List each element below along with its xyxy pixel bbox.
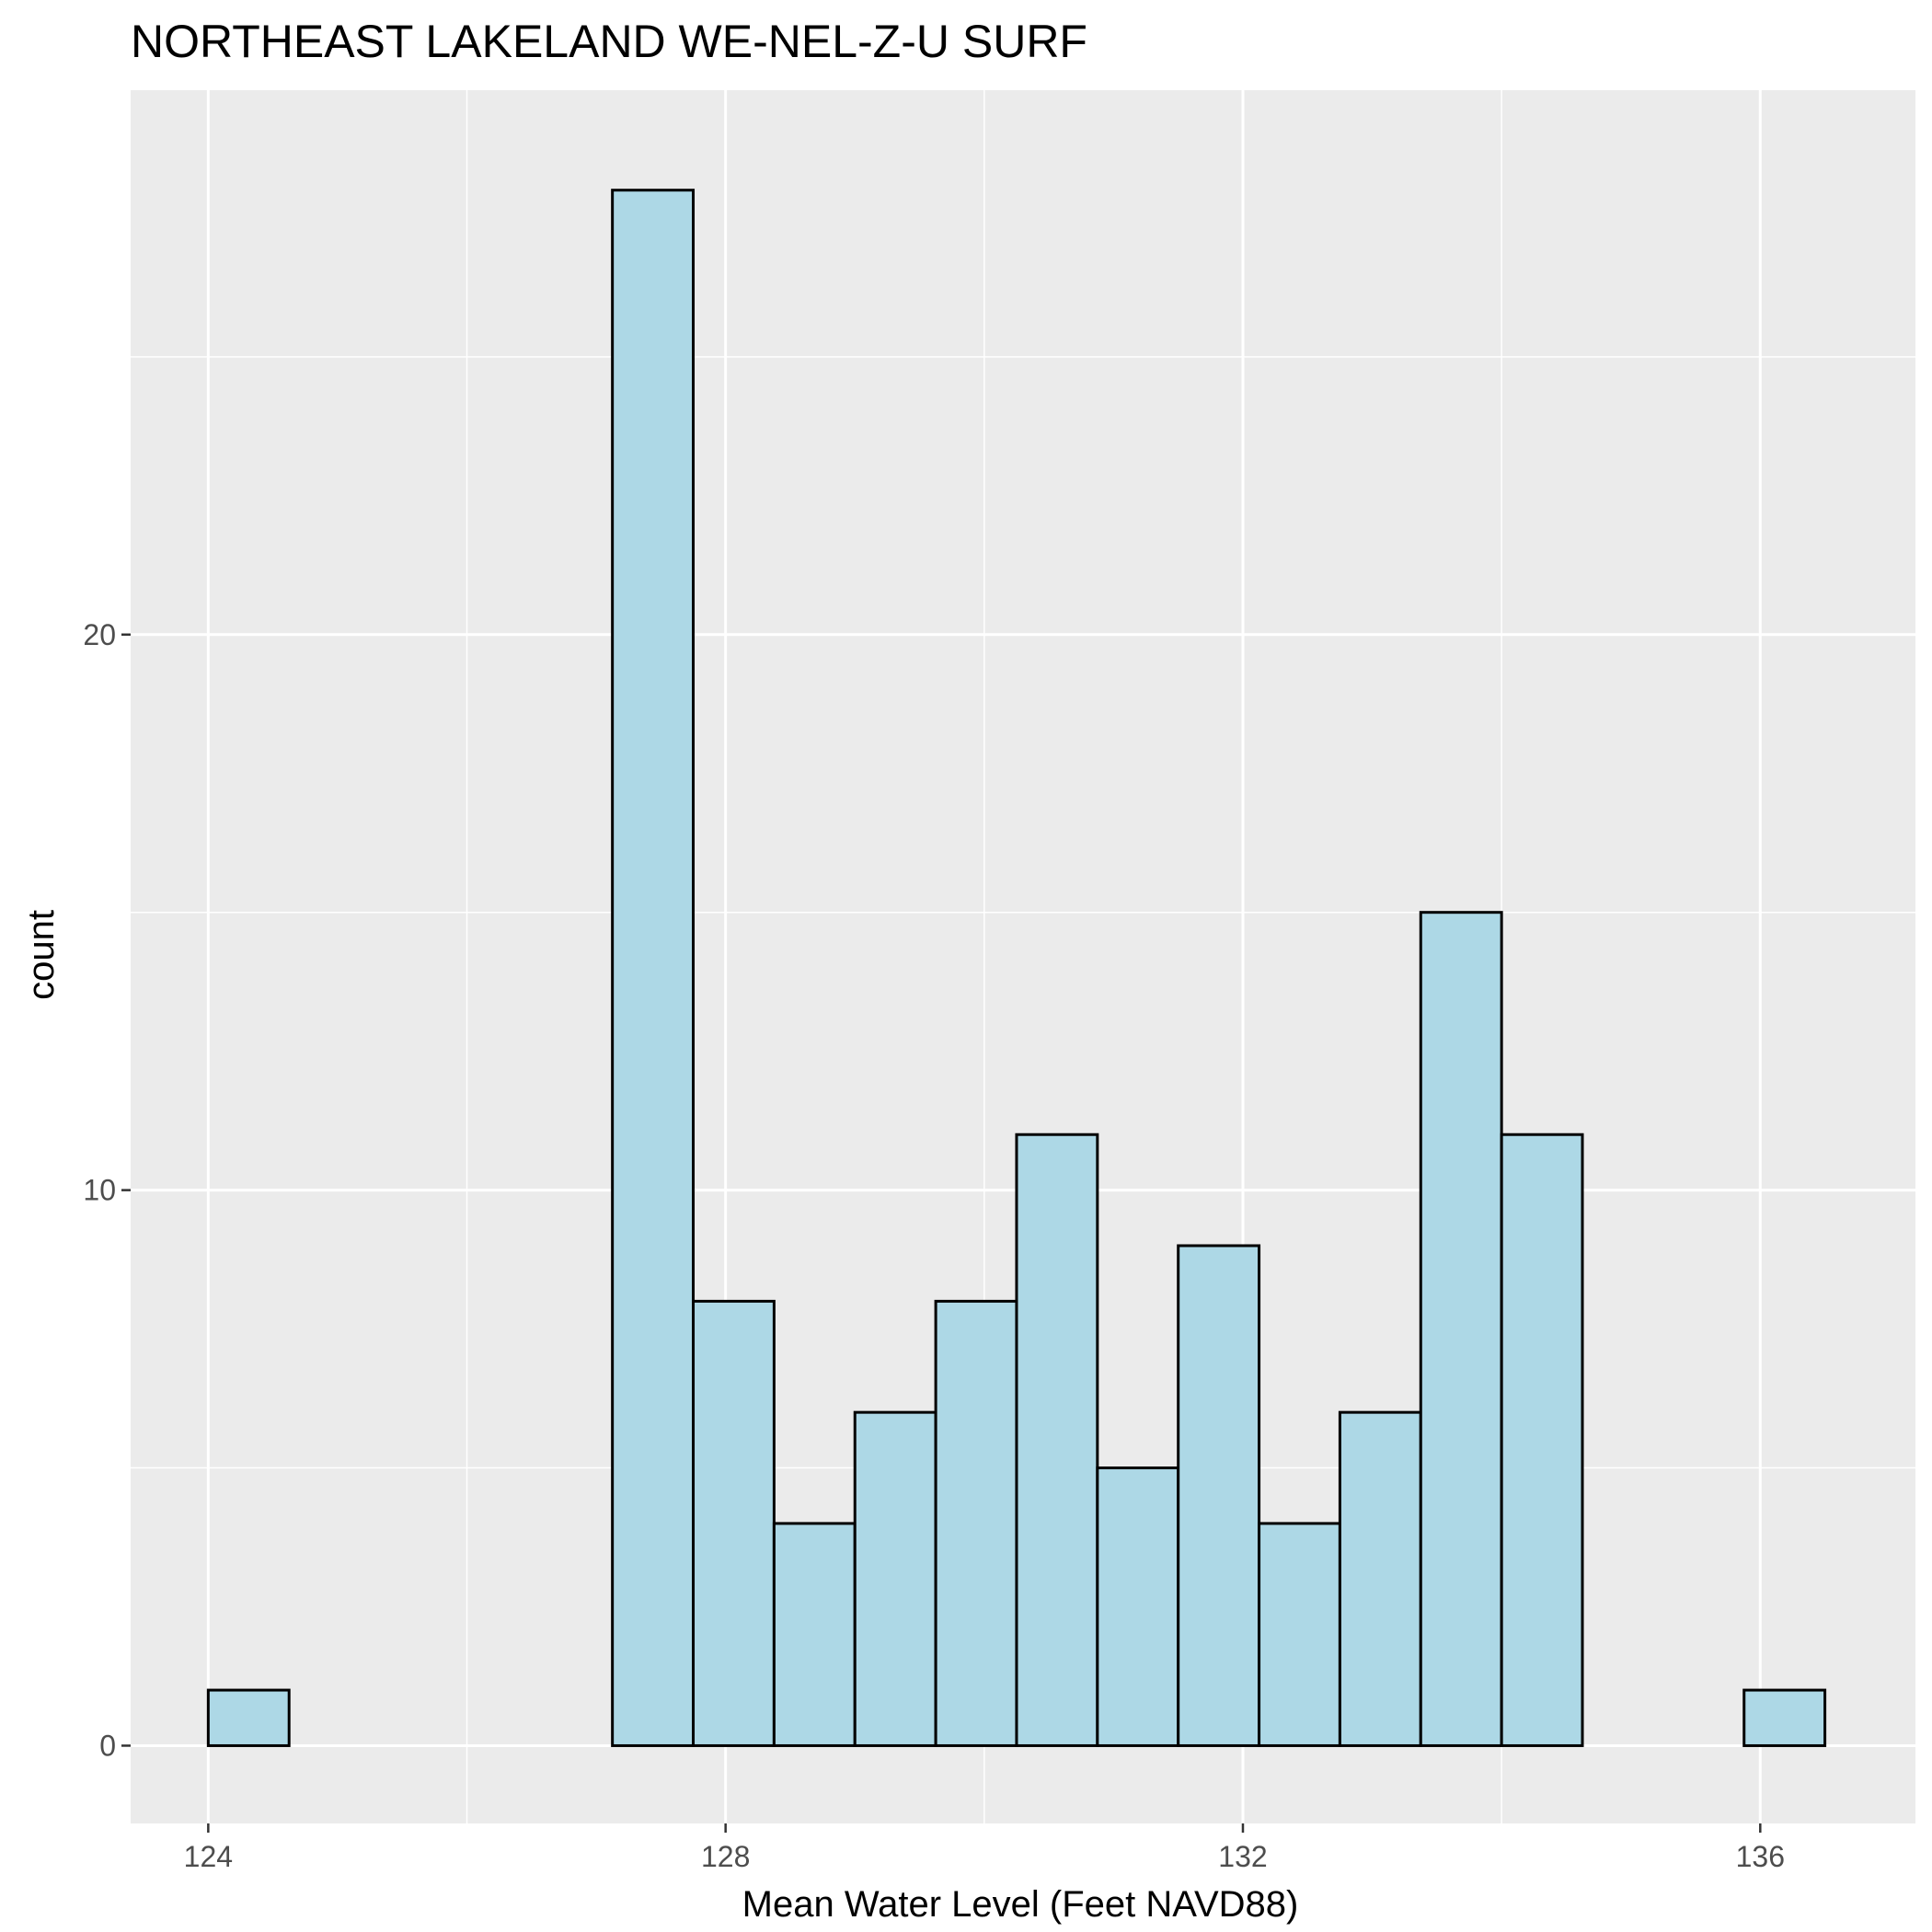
x-axis-title: Mean Water Level (Feet NAVD88) xyxy=(742,1884,1299,1925)
histogram-bar xyxy=(692,1299,776,1747)
histogram-bar xyxy=(1015,1133,1099,1747)
histogram-bar xyxy=(1338,1410,1422,1747)
histogram-bar xyxy=(772,1522,857,1747)
x-tick-label: 136 xyxy=(1736,1840,1785,1873)
y-axis-title: count xyxy=(21,910,62,1000)
x-tick-label: 128 xyxy=(701,1840,750,1873)
histogram-bar xyxy=(1419,911,1503,1747)
x-tick-label: 124 xyxy=(184,1840,233,1873)
axis-ticks: 124 128 132 136 0 10 20 xyxy=(83,618,1785,1873)
histogram-bar xyxy=(611,189,696,1747)
histogram-bar xyxy=(1742,1688,1827,1747)
y-tick-label: 20 xyxy=(83,618,116,651)
histogram-bar xyxy=(1096,1466,1180,1747)
histogram-bar xyxy=(853,1410,937,1747)
histogram-bar xyxy=(206,1688,291,1747)
y-tick-label: 0 xyxy=(99,1729,116,1762)
histogram-bars xyxy=(206,189,1827,1747)
histogram-bar xyxy=(1258,1522,1341,1747)
histogram-bar xyxy=(1177,1244,1261,1747)
y-tick-label: 10 xyxy=(83,1174,116,1207)
chart-title: NORTHEAST LAKELAND WE-NEL-Z-U SURF xyxy=(131,16,1087,67)
x-tick-label: 132 xyxy=(1218,1840,1267,1873)
histogram-bar xyxy=(1500,1133,1584,1747)
histogram-bar xyxy=(934,1299,1018,1747)
